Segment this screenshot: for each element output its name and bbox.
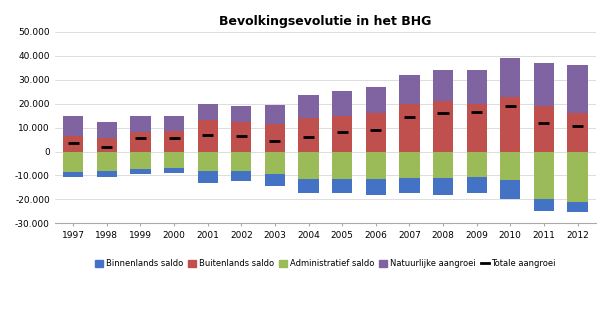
Bar — [97, 122, 117, 138]
Bar — [197, 171, 218, 182]
Legend: Binnenlands saldo, Buitenlands saldo, Administratief saldo, Natuurlijke aangroei: Binnenlands saldo, Buitenlands saldo, Ad… — [92, 256, 559, 272]
Bar — [231, 171, 251, 182]
Bar — [467, 70, 487, 104]
Bar — [568, 113, 588, 151]
Bar — [130, 132, 150, 151]
Bar — [534, 106, 554, 151]
Bar — [534, 151, 554, 199]
Bar — [164, 131, 184, 151]
Bar — [433, 178, 453, 195]
Bar — [467, 151, 487, 177]
Bar — [164, 115, 184, 131]
Bar — [332, 90, 353, 115]
Bar — [366, 151, 386, 179]
Bar — [433, 70, 453, 101]
Bar — [265, 151, 285, 174]
Bar — [433, 151, 453, 178]
Bar — [366, 179, 386, 195]
Bar — [63, 115, 83, 136]
Bar — [265, 124, 285, 151]
Bar — [164, 168, 184, 173]
Bar — [534, 63, 554, 106]
Bar — [500, 96, 521, 151]
Bar — [130, 115, 150, 132]
Bar — [197, 151, 218, 171]
Bar — [534, 199, 554, 211]
Bar — [332, 179, 353, 193]
Bar — [63, 172, 83, 177]
Bar — [63, 136, 83, 151]
Bar — [500, 180, 521, 199]
Bar — [197, 104, 218, 121]
Bar — [400, 75, 420, 104]
Bar — [164, 151, 184, 168]
Bar — [332, 151, 353, 179]
Bar — [97, 138, 117, 151]
Bar — [500, 151, 521, 180]
Bar — [568, 151, 588, 202]
Bar — [63, 151, 83, 172]
Bar — [433, 101, 453, 151]
Bar — [467, 177, 487, 193]
Bar — [231, 151, 251, 171]
Bar — [400, 178, 420, 193]
Bar — [568, 202, 588, 213]
Bar — [400, 104, 420, 151]
Bar — [231, 106, 251, 122]
Bar — [298, 118, 319, 151]
Bar — [231, 122, 251, 151]
Bar — [130, 151, 150, 169]
Title: Bevolkingsevolutie in het BHG: Bevolkingsevolutie in het BHG — [219, 15, 431, 28]
Bar — [265, 174, 285, 186]
Bar — [265, 105, 285, 124]
Bar — [467, 104, 487, 151]
Bar — [500, 58, 521, 96]
Bar — [298, 95, 319, 118]
Bar — [97, 151, 117, 171]
Bar — [332, 115, 353, 151]
Bar — [97, 171, 117, 177]
Bar — [366, 87, 386, 113]
Bar — [568, 65, 588, 113]
Bar — [400, 151, 420, 178]
Bar — [130, 169, 150, 174]
Bar — [298, 179, 319, 193]
Bar — [298, 151, 319, 179]
Bar — [197, 121, 218, 151]
Bar — [366, 113, 386, 151]
